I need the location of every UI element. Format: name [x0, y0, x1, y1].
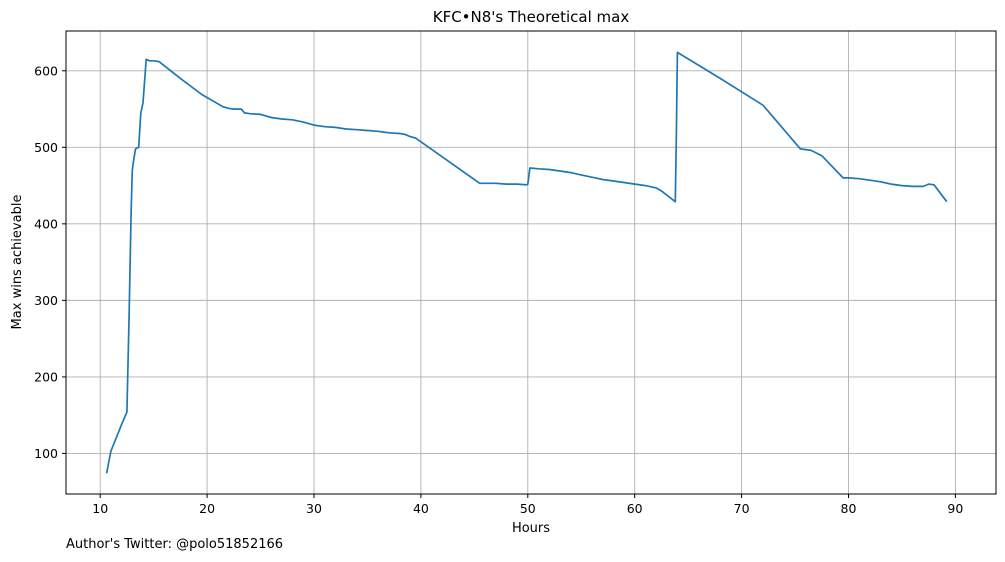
series-line [105, 51, 948, 474]
x-tick-label: 10 [92, 501, 108, 516]
plot-frame [65, 30, 997, 495]
y-tick-label: 300 [34, 293, 58, 308]
y-axis-title: Max wins achievable [10, 195, 25, 330]
y-axis: 100 200 300 400 500 600 [34, 63, 66, 461]
x-tick-label: 60 [627, 501, 643, 516]
y-tick-label: 500 [34, 140, 58, 155]
y-tick-label: 100 [34, 446, 58, 461]
x-tick-label: 20 [199, 501, 215, 516]
author-twitter-note: Author's Twitter: @polo51852166 [66, 537, 284, 552]
grid-lines [66, 31, 996, 494]
y-tick-label: 600 [34, 63, 58, 78]
x-tick-label: 40 [413, 501, 429, 516]
x-axis: 10 20 30 40 50 60 70 80 90 [92, 494, 963, 516]
y-tick-label: 200 [34, 369, 58, 384]
x-axis-title: Hours [512, 521, 550, 536]
x-tick-label: 50 [520, 501, 536, 516]
x-tick-label: 90 [947, 501, 963, 516]
chart-title: KFC•N8's Theoretical max [433, 8, 630, 26]
x-tick-label: 30 [306, 501, 322, 516]
x-tick-label: 80 [841, 501, 857, 516]
x-tick-label: 70 [734, 501, 750, 516]
y-tick-label: 400 [34, 216, 58, 231]
